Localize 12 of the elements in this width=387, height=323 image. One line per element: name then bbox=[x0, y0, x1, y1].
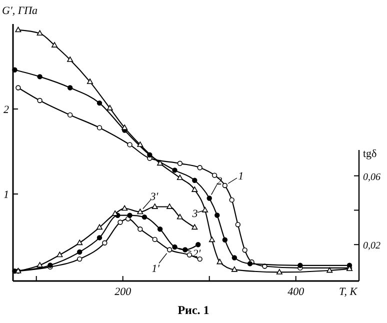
y-axis-title: G′, ГПа bbox=[2, 5, 38, 17]
x-axis-title: T, К bbox=[338, 286, 358, 298]
x-tick-label: 400 bbox=[288, 286, 305, 298]
series-label: 3 bbox=[191, 208, 198, 220]
series-label: 1′ bbox=[152, 262, 160, 275]
y2-tick-label: 0,06 bbox=[363, 172, 380, 183]
y2-tick-label: 0,02 bbox=[363, 240, 380, 252]
x-tick-label: 200 bbox=[114, 286, 132, 298]
legend-label: 3′ bbox=[149, 190, 159, 203]
legend-label: 1 bbox=[238, 170, 244, 182]
text: Рис. 1 bbox=[178, 303, 210, 317]
y2-axis-title: tgδ bbox=[363, 148, 377, 160]
